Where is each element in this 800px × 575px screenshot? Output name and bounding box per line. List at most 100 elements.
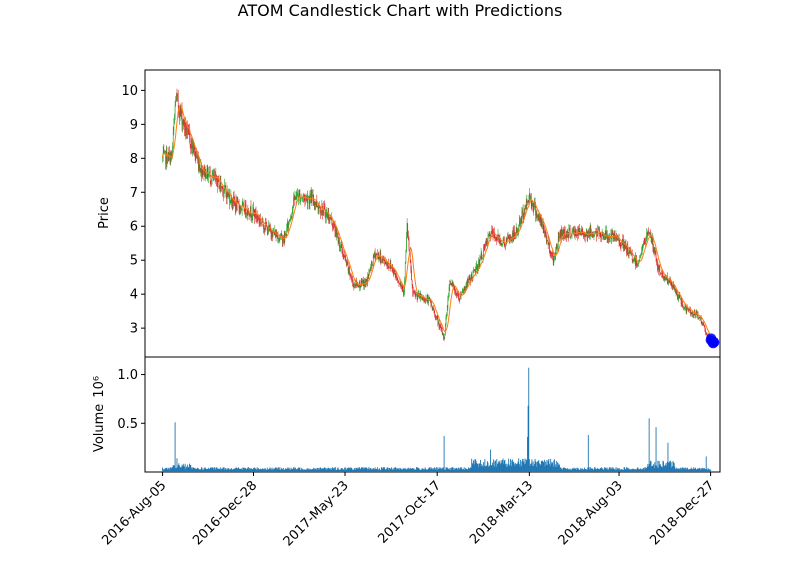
candle-body <box>334 224 335 226</box>
candle-body <box>187 127 188 135</box>
candle-body <box>673 284 674 289</box>
candle-body <box>403 292 405 294</box>
volume-bar <box>480 466 482 472</box>
candle-body <box>396 275 397 277</box>
volume-bar <box>591 468 593 472</box>
candle-body <box>504 243 506 246</box>
candle-body <box>230 195 232 203</box>
candle-body <box>176 94 178 96</box>
volume-bar <box>527 436 528 472</box>
volume-bar <box>411 468 413 472</box>
volume-bar <box>348 467 350 472</box>
volume-bar <box>274 467 276 472</box>
volume-bar <box>285 468 287 472</box>
volume-bar <box>454 469 456 472</box>
volume-bar <box>597 468 599 472</box>
candle-body <box>376 253 377 255</box>
volume-bar <box>421 469 422 472</box>
candle-body <box>491 229 493 232</box>
candle-body <box>660 273 662 274</box>
volume-bar <box>624 468 626 472</box>
candle-body <box>192 145 193 149</box>
volume-bar <box>693 468 695 472</box>
candle-body <box>295 196 297 200</box>
volume-bar <box>315 468 317 472</box>
volume-bar <box>473 464 475 472</box>
candle-body <box>260 219 261 224</box>
candle-body <box>559 230 561 237</box>
volume-bar <box>195 469 197 472</box>
candle-body <box>318 207 319 210</box>
volume-bar <box>556 466 558 472</box>
volume-bar <box>449 468 451 472</box>
candle-body <box>635 258 637 266</box>
volume-bar <box>343 467 345 472</box>
candle-body <box>394 272 396 276</box>
volume-bar <box>710 469 712 472</box>
candle-body <box>571 235 572 237</box>
candle-body <box>349 273 351 277</box>
candle-body <box>374 252 375 258</box>
volume-bar <box>351 468 353 472</box>
candle-body <box>403 288 404 294</box>
candle-body <box>340 244 341 247</box>
volume-bar <box>357 468 359 472</box>
volume-bar <box>204 467 206 472</box>
volume-bar <box>174 465 175 472</box>
volume-bar <box>688 470 690 472</box>
candle-body <box>371 261 373 264</box>
volume-bar <box>256 467 258 472</box>
volume-bar <box>596 469 597 472</box>
volume-bar <box>286 468 288 472</box>
volume-bar <box>318 469 320 472</box>
candle-body <box>289 219 291 222</box>
volume-bar <box>390 468 392 472</box>
volume-bar <box>596 468 598 472</box>
volume-bar <box>243 467 245 472</box>
volume-bar <box>331 470 333 472</box>
volume-bar <box>391 468 393 472</box>
candle-body <box>488 234 490 236</box>
candle-body <box>315 200 317 205</box>
price-y-tick-label: 6 <box>130 220 138 235</box>
candle-body <box>189 131 190 136</box>
volume-bar <box>611 468 612 472</box>
volume-bar <box>528 367 530 472</box>
candle-body <box>512 232 513 239</box>
candle-body <box>184 120 185 128</box>
candle-body <box>308 198 309 200</box>
candle-body <box>192 145 194 153</box>
volume-bar <box>582 469 584 472</box>
candle-body <box>578 228 580 234</box>
candle-body <box>399 283 401 285</box>
volume-bar <box>196 468 198 472</box>
candle-body <box>291 214 293 217</box>
candle-body <box>201 170 203 176</box>
candle-body <box>329 216 331 221</box>
candle-body <box>483 246 484 256</box>
volume-bar <box>510 459 512 472</box>
candle-body <box>401 285 402 286</box>
candle-body <box>536 212 538 218</box>
volume-bar <box>364 467 365 472</box>
volume-bar <box>249 468 251 472</box>
volume-bar <box>175 467 177 472</box>
candle-body <box>386 262 387 265</box>
volume-bar <box>698 467 700 472</box>
candle-body <box>484 246 486 248</box>
volume-bar <box>535 461 537 472</box>
candle-body <box>301 198 303 199</box>
candle-body <box>421 298 422 299</box>
volume-bar <box>542 460 543 472</box>
volume-bar <box>288 468 290 472</box>
volume-bar <box>280 469 282 472</box>
volume-bar <box>659 464 661 472</box>
volume-bar <box>438 468 439 472</box>
volume-bar <box>559 467 561 472</box>
volume-bar <box>329 468 331 472</box>
x-tick-label: 2017-Oct-17 <box>376 478 444 546</box>
volume-bar <box>693 467 695 472</box>
candle-body <box>236 200 238 210</box>
volume-bar <box>579 469 580 472</box>
candle-body <box>168 153 170 155</box>
